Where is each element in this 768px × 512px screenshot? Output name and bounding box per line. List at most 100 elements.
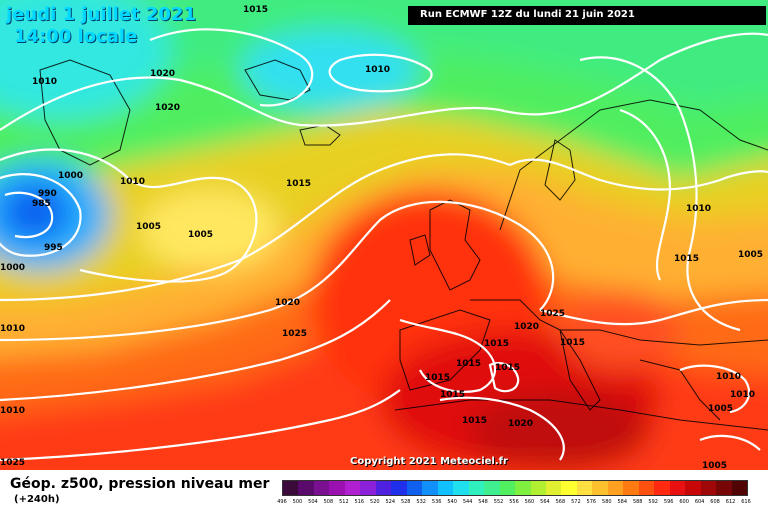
- color-scale-swatch: [654, 481, 670, 495]
- color-scale-tick: 616: [741, 499, 751, 505]
- isobar-label: 1005: [738, 250, 763, 260]
- color-scale-swatch: [576, 481, 593, 495]
- color-scale-tick: 512: [339, 499, 349, 505]
- isobar-label: 1010: [730, 390, 755, 400]
- forecast-time: 14:00 locale: [14, 26, 138, 47]
- color-scale-swatch: [545, 481, 562, 495]
- color-scale-swatch: [592, 481, 608, 495]
- color-scale-swatch: [313, 481, 330, 495]
- copyright: Copyright 2021 Meteociel.fr: [350, 456, 508, 467]
- isobar-label: 1010: [0, 324, 25, 334]
- color-scale-tick: 588: [632, 499, 643, 505]
- isobar-label: 1020: [155, 103, 180, 113]
- isobar-labels: 1015 1010 1020 1020 1010 1000 990 985 99…: [0, 5, 763, 470]
- color-scale-tick: 540: [447, 499, 457, 505]
- color-scale-tick: 556: [509, 499, 519, 505]
- isobar-label: 1015: [560, 338, 585, 348]
- color-scale-swatch: [453, 481, 469, 495]
- color-scale-swatch: [406, 481, 423, 495]
- color-scale-swatch: [499, 481, 516, 495]
- coastlines: [39, 59, 768, 431]
- color-scale-swatch: [685, 481, 701, 495]
- color-scale-swatch: [669, 481, 686, 495]
- forecast-date: jeudi 1 juillet 2021: [6, 4, 196, 25]
- isobar-label: 1000: [58, 171, 83, 181]
- color-scale-tick: 500: [292, 499, 303, 505]
- color-scale-tick: 548: [478, 499, 488, 505]
- color-scale-swatch: [375, 481, 392, 495]
- isobar-label: 1010: [365, 65, 390, 75]
- color-scale-swatch: [700, 481, 717, 495]
- color-scale-tick: 564: [540, 499, 550, 505]
- color-scale-swatch: [484, 481, 500, 495]
- color-scale-swatch: [561, 481, 577, 495]
- color-scale: [282, 480, 748, 496]
- geopotential-map: 1015 1010 1020 1020 1010 1000 990 985 99…: [0, 0, 768, 470]
- isobar-label: 1025: [282, 329, 307, 339]
- color-scale-swatch: [437, 481, 454, 495]
- color-scale-swatch: [638, 481, 655, 495]
- isobar-label: 1025: [0, 458, 25, 468]
- color-scale-swatch: [329, 481, 345, 495]
- color-scale-swatch: [422, 481, 438, 495]
- color-scale-tick: 536: [431, 499, 442, 505]
- color-scale-swatch: [731, 481, 748, 495]
- isobar-label: 1005: [188, 230, 213, 240]
- color-scale-swatch: [283, 481, 299, 495]
- color-scale-swatch: [344, 481, 361, 495]
- isobar-label: 1010: [120, 177, 145, 187]
- color-scale-swatch: [391, 481, 407, 495]
- isobar-label: 1015: [674, 254, 699, 264]
- isobar-label: 1015: [462, 416, 487, 426]
- color-scale-tick: 524: [385, 499, 396, 505]
- color-scale-tick: 600: [679, 499, 689, 505]
- isobar-label: 1015: [440, 390, 465, 400]
- isobar-label: 990: [38, 189, 57, 199]
- color-scale-swatch: [716, 481, 732, 495]
- color-scale-swatch: [468, 481, 485, 495]
- isobar-label: 1015: [456, 359, 481, 369]
- color-scale-swatch: [607, 481, 624, 495]
- color-scale-tick: 580: [602, 499, 612, 505]
- color-scale-swatch: [360, 481, 376, 495]
- color-scale-tick: 560: [524, 499, 535, 505]
- color-scale-tick: 496: [277, 499, 287, 505]
- isobar-label: 1010: [32, 77, 57, 87]
- color-scale-tick: 508: [323, 499, 334, 505]
- isobar-label: 985: [32, 199, 51, 209]
- color-scale-tick: 572: [571, 499, 581, 505]
- isobar-lines: [0, 28, 768, 462]
- isobar-label: 1000: [0, 263, 25, 273]
- isobar-label: 1005: [136, 222, 161, 232]
- isobar-label: 1010: [0, 406, 25, 416]
- color-scale-tick: 552: [493, 499, 504, 505]
- lead-time: (+240h): [14, 494, 60, 505]
- color-scale-tick: 504: [308, 499, 318, 505]
- isobar-label: 1025: [540, 309, 565, 319]
- color-scale-swatch: [298, 481, 314, 495]
- isobar-label: 1005: [708, 404, 733, 414]
- isobar-label: 1005: [702, 461, 727, 470]
- color-scale-tick: 520: [370, 499, 380, 505]
- isobar-label: 1020: [150, 69, 175, 79]
- isobar-label: 1015: [425, 373, 450, 383]
- color-scale-tick: 516: [354, 499, 365, 505]
- color-scale-tick: 596: [663, 499, 674, 505]
- isobar-label: 1015: [484, 339, 509, 349]
- parameter-title: Géop. z500, pression niveau mer: [10, 476, 270, 492]
- isobar-label: 995: [44, 243, 63, 253]
- isobar-label: 1010: [716, 372, 741, 382]
- color-scale-tick: 604: [694, 499, 705, 505]
- run-info-box: [408, 6, 766, 25]
- color-scale-tick: 532: [416, 499, 426, 505]
- color-scale-tick: 576: [586, 499, 597, 505]
- color-scale-tick: 612: [725, 499, 736, 505]
- color-scale-swatch: [515, 481, 531, 495]
- color-scale-ticks: 496 500 504 508 512 516 520 524 528 532 536 540 544 5…: [277, 499, 762, 509]
- color-scale-tick: 544: [462, 499, 473, 505]
- isobar-label: 1020: [514, 322, 539, 332]
- color-scale-tick: 584: [617, 499, 628, 505]
- isobar-label: 1020: [508, 419, 533, 429]
- isobar-label: 1010: [686, 204, 711, 214]
- isobar-label: 1015: [495, 363, 520, 373]
